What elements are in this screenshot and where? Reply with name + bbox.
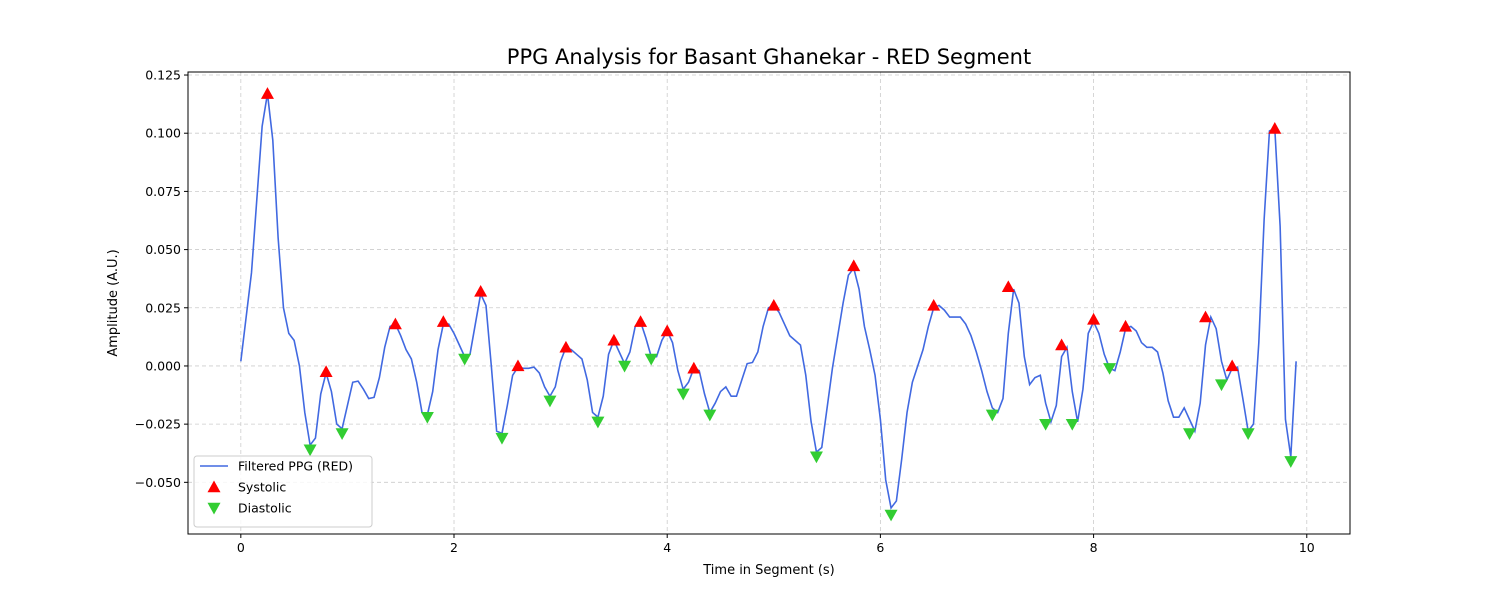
y-tick-label: 0.100 (145, 126, 181, 141)
marker (809, 451, 823, 464)
marker (495, 432, 509, 445)
marker (436, 315, 450, 327)
y-tick-label: −0.025 (135, 417, 181, 432)
marker (985, 409, 999, 422)
ppg-line (240, 93, 1297, 510)
y-tick-label: 0.075 (145, 184, 181, 199)
x-tick-label: 2 (450, 540, 458, 555)
marker (660, 324, 674, 337)
marker (591, 416, 605, 429)
marker (1284, 456, 1298, 468)
marker (303, 444, 317, 457)
y-tick-label: 0.025 (145, 300, 181, 315)
marker (1214, 379, 1228, 392)
marker (1199, 310, 1213, 323)
marker (543, 395, 557, 408)
chart-title: PPG Analysis for Basant Ghanekar - RED S… (507, 45, 1031, 69)
legend-label: Systolic (238, 480, 286, 495)
marker (644, 353, 658, 366)
legend-swatch (207, 480, 221, 493)
marker (703, 409, 717, 422)
marker (767, 298, 781, 311)
marker (927, 298, 941, 311)
x-tick-label: 4 (663, 540, 671, 555)
marker (1055, 338, 1069, 351)
marker (1241, 428, 1255, 440)
y-tick-label: 0.000 (145, 358, 181, 373)
marker (1103, 363, 1117, 375)
marker (687, 361, 701, 374)
marker (847, 259, 861, 272)
marker (335, 428, 349, 440)
x-tick-label: 10 (1299, 540, 1315, 555)
marker (319, 365, 333, 377)
marker (559, 340, 573, 353)
x-tick-label: 0 (237, 540, 245, 555)
marker (388, 317, 402, 330)
legend: Filtered PPG (RED) Systolic Diastolic (193, 455, 373, 528)
x-tick-label: 6 (876, 540, 884, 555)
y-tick-label: 0.050 (145, 242, 181, 257)
legend-label: Diastolic (238, 501, 292, 516)
marker (618, 360, 632, 373)
marker (634, 315, 648, 327)
legend-swatch (207, 502, 221, 515)
marker (260, 87, 274, 99)
y-axis-label: Amplitude (A.U.) (106, 249, 121, 356)
marker (676, 388, 690, 401)
x-tick-label: 8 (1090, 540, 1098, 555)
legend-box (193, 455, 373, 528)
marker (1183, 428, 1197, 440)
marker (1119, 319, 1133, 332)
marker (1225, 359, 1239, 372)
marker (1001, 280, 1015, 293)
marker (1065, 418, 1079, 431)
plot-frame (187, 71, 1351, 535)
marker (511, 359, 525, 372)
marker (884, 509, 898, 522)
grid (188, 72, 1350, 534)
marker (458, 353, 472, 366)
legend-label: Filtered PPG (RED) (238, 459, 353, 474)
y-tick-label: −0.050 (135, 475, 181, 490)
marker (1268, 122, 1282, 134)
marker (1087, 312, 1101, 325)
marker (474, 284, 488, 297)
marker (607, 333, 621, 346)
marker (1039, 418, 1053, 431)
marker (420, 411, 434, 424)
x-axis-label: Time in Segment (s) (702, 563, 834, 578)
y-tick-label: 0.125 (145, 68, 181, 83)
